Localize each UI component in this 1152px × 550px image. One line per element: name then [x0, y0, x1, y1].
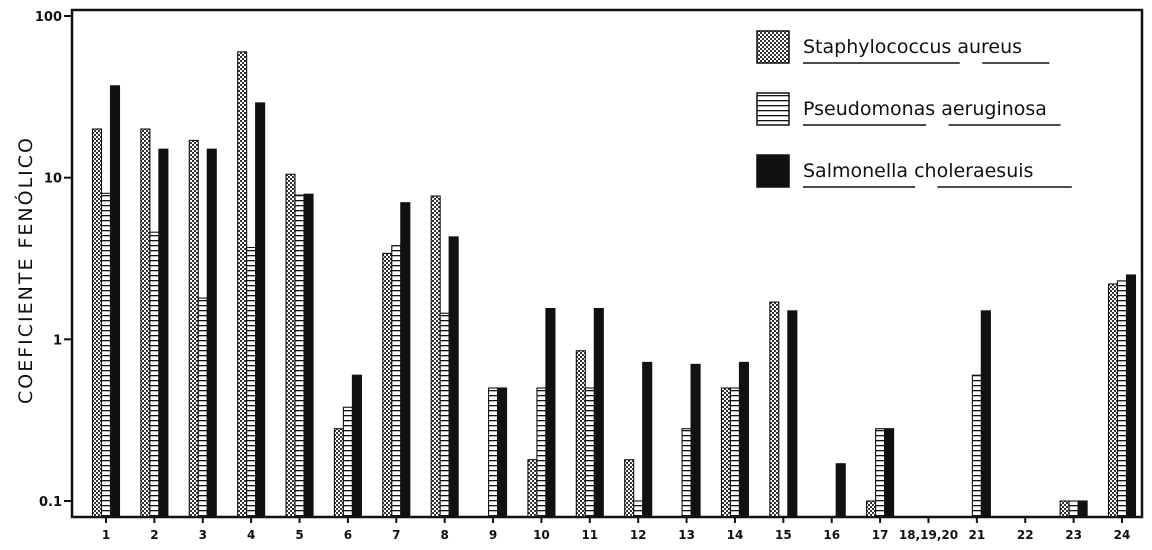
bar-horizontal-lines-22: [1116, 280, 1128, 518]
plot-frame: [70, 8, 1144, 519]
x-tick-label: 22: [1017, 528, 1034, 542]
bar-horizontal-lines-2: [149, 231, 160, 518]
y-axis: 0.1 1 10 100: [35, 10, 72, 510]
bar-horizontal-lines-4: [246, 246, 257, 518]
x-tick-label: 12: [630, 528, 647, 542]
x-tick-label: 14: [727, 528, 744, 542]
legend-swatch-solid: [756, 154, 790, 188]
bar-dotted-14: [720, 387, 732, 518]
bar-solid-16: [835, 463, 846, 518]
bar-solid-5: [303, 193, 314, 518]
bar-dotted-7: [382, 252, 393, 518]
bars-group: [91, 51, 1137, 518]
bar-dotted-4: [237, 51, 248, 518]
bar-solid-3: [206, 148, 217, 518]
x-tick-label: 18,19,20: [899, 528, 958, 542]
bar-solid-1: [109, 85, 121, 518]
bar-solid-19: [980, 310, 991, 518]
y-axis-label: COEFICIENTE FENÓLICO: [13, 136, 37, 404]
x-tick-label: 5: [295, 528, 303, 542]
x-tick-label: 3: [199, 528, 207, 542]
y-tick-label: 100: [35, 10, 62, 25]
bar-solid-21: [1077, 500, 1088, 518]
bar-dotted-3: [188, 139, 199, 518]
bar-dotted-6: [333, 428, 344, 518]
bar-horizontal-lines-10: [536, 387, 547, 518]
bar-dotted-22: [1107, 283, 1119, 518]
y-tick-label: 0.1: [39, 495, 62, 510]
legend: Staphylococcus aureus Pseudomonas aerugin…: [756, 30, 1072, 188]
bar-horizontal-lines-17: [875, 428, 886, 518]
bar-solid-6: [351, 374, 362, 518]
x-tick-label: 9: [489, 528, 497, 542]
bar-solid-12: [642, 361, 653, 518]
bar-solid-14: [738, 361, 750, 518]
bar-horizontal-lines-11: [584, 387, 595, 518]
legend-label: Salmonella choleraesuis: [803, 160, 1033, 182]
x-tick-label: 1: [102, 528, 110, 542]
x-tick-label: 13: [678, 528, 695, 542]
x-tick-label: 10: [533, 528, 550, 542]
bar-horizontal-lines-7: [391, 245, 402, 518]
x-tick-label: 8: [440, 528, 448, 542]
bar-horizontal-lines-9: [487, 387, 499, 518]
x-tick-label: 15: [775, 528, 792, 542]
bar-dotted-11: [575, 350, 586, 518]
bar-solid-15: [787, 310, 798, 518]
x-tick-label: 21: [969, 528, 986, 542]
bar-horizontal-lines-21: [1068, 500, 1079, 518]
bar-dotted-2: [140, 128, 151, 518]
x-tick-label: 11: [581, 528, 598, 542]
bar-horizontal-lines-12: [633, 500, 644, 518]
bar-solid-4: [255, 102, 266, 518]
bar-dotted-1: [91, 128, 103, 518]
bar-horizontal-lines-19: [971, 374, 982, 518]
bar-dotted-12: [624, 459, 635, 518]
y-tick-label: 1: [53, 333, 62, 348]
bar-solid-22: [1125, 274, 1137, 518]
bar-solid-9: [496, 387, 508, 518]
bar-horizontal-lines-5: [294, 194, 305, 518]
bar-horizontal-lines-13: [681, 428, 692, 518]
bar-solid-8: [448, 236, 459, 518]
bar-solid-17: [884, 428, 895, 518]
x-tick-label: 24: [1114, 528, 1131, 542]
bar-horizontal-lines-3: [197, 297, 208, 518]
x-tick-label: 6: [344, 528, 352, 542]
legend-label: Staphylococcus aureus: [803, 36, 1022, 58]
bar-horizontal-lines-1: [100, 192, 112, 518]
y-tick-label: 10: [44, 172, 62, 187]
bar-solid-10: [545, 308, 556, 518]
bar-horizontal-lines-14: [729, 387, 741, 518]
x-tick-label: 4: [247, 528, 255, 542]
x-tick-label: 17: [872, 528, 889, 542]
bar-dotted-21: [1059, 500, 1070, 518]
bar-dotted-5: [285, 173, 296, 518]
bar-dotted-8: [430, 195, 441, 518]
x-tick-label: 2: [150, 528, 158, 542]
bar-dotted-17: [866, 500, 877, 518]
bar-solid-7: [400, 202, 411, 518]
bar-horizontal-lines-8: [439, 312, 450, 518]
bar-dotted-10: [527, 459, 538, 518]
x-tick-label: 23: [1065, 528, 1082, 542]
bar-solid-13: [690, 363, 701, 518]
legend-swatch-dotted: [756, 30, 790, 64]
bar-solid-2: [158, 148, 169, 518]
bar-dotted-15: [769, 301, 780, 518]
bar-horizontal-lines-6: [342, 406, 353, 518]
x-axis: 1 2 3 4 5 6 7 8 9 10 11 12 13 14 15 16 17 18,19,20 21 22 23 2…: [102, 517, 1131, 542]
bar-solid-11: [593, 308, 604, 518]
x-tick-label: 16: [823, 528, 840, 542]
legend-label: Pseudomonas aeruginosa: [803, 98, 1047, 120]
x-tick-label: 7: [392, 528, 400, 542]
legend-swatch-horizontal-lines: [756, 92, 790, 126]
